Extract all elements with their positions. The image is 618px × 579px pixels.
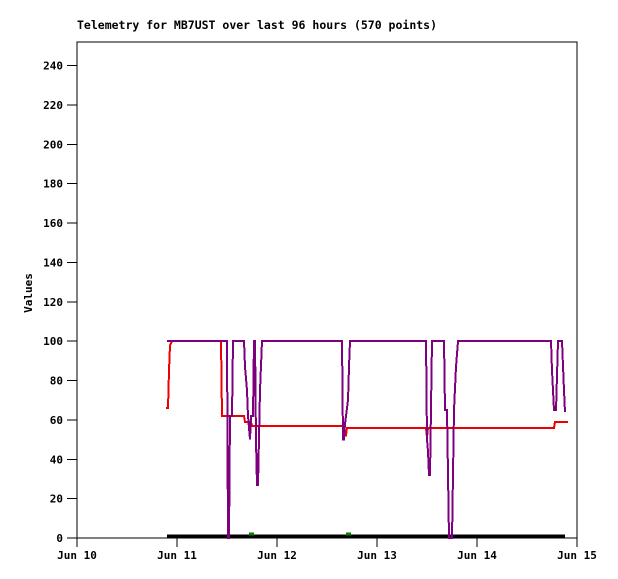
axis-ticks: 0 20 40 60 80 100 120 140 160 180 200 220 240 Jun 10 J… xyxy=(43,60,597,562)
y-axis-label: Values xyxy=(22,273,35,313)
y-tick-label: 60 xyxy=(50,414,63,427)
plot-border xyxy=(76,41,578,539)
x-tick-label: Jun 10 xyxy=(57,549,97,562)
x-tick-label: Jun 14 xyxy=(457,549,497,562)
chart-series xyxy=(166,340,568,539)
y-tick-label: 140 xyxy=(43,256,63,269)
y-tick-label: 220 xyxy=(43,99,63,112)
channel-violet-line xyxy=(167,340,566,539)
y-tick-label: 20 xyxy=(50,493,63,506)
x-tick-label: Jun 15 xyxy=(557,549,597,562)
y-tick-label: 0 xyxy=(56,532,63,545)
y-tick-label: 120 xyxy=(43,296,63,309)
y-tick-label: 80 xyxy=(50,375,63,388)
y-tick-label: 160 xyxy=(43,217,63,230)
y-tick-label: 240 xyxy=(43,60,63,73)
y-tick-label: 40 xyxy=(50,453,63,466)
y-tick-label: 200 xyxy=(43,138,63,151)
x-tick-label: Jun 11 xyxy=(157,549,197,562)
x-tick-label: Jun 13 xyxy=(357,549,397,562)
y-tick-label: 100 xyxy=(43,335,63,348)
x-tick-label: Jun 12 xyxy=(257,549,297,562)
chart-title: Telemetry for MB7UST over last 96 hours … xyxy=(77,18,437,32)
y-tick-label: 180 xyxy=(43,178,63,191)
